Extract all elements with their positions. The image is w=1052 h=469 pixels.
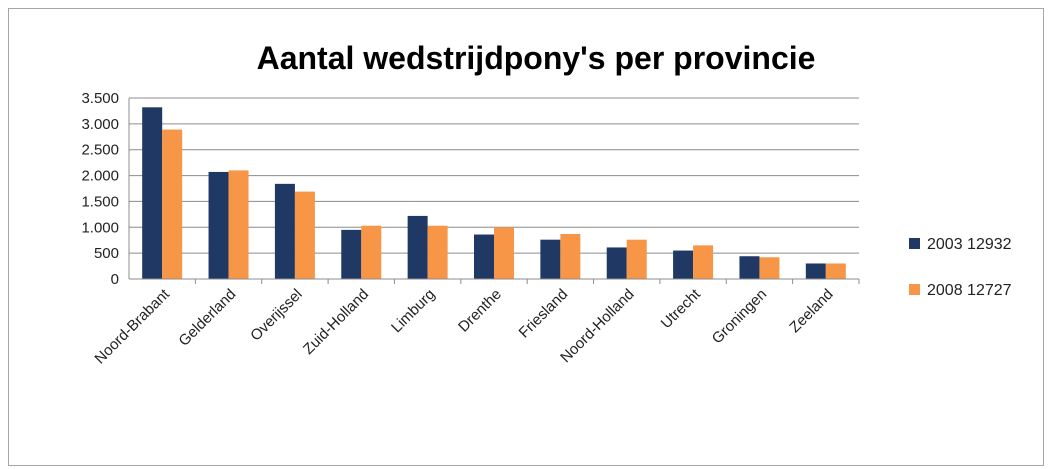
y-tick-label: 1.500 (81, 193, 119, 210)
x-category-label: Zeeland (786, 286, 836, 336)
bar-series2-noord-holland (626, 239, 647, 279)
gridlines (129, 97, 859, 254)
y-tick-label: 1.000 (81, 219, 119, 236)
x-category-label: Zuid-Holland (300, 286, 372, 358)
legend-swatch (909, 284, 920, 295)
bar-series2-drenthe (494, 227, 514, 279)
bar-series2-friesland (560, 234, 581, 279)
bar-series2-gelderland (228, 170, 249, 279)
x-axis: Noord-Brabant Gelderland OverijsselZuid-Ho… (91, 278, 860, 367)
bar-series2-overijssel (294, 191, 315, 279)
bar-series1-zuid-holland (341, 229, 362, 279)
bar-series1-utrecht (673, 250, 694, 279)
bar-series1-groningen (739, 256, 760, 279)
y-tick-label: 500 (94, 245, 119, 262)
chart-title: Aantal wedstrijdpony's per provincie (257, 40, 816, 76)
bar-series1-friesland (540, 239, 561, 279)
bar-series2-zeeland (825, 263, 846, 279)
legend-swatch (909, 238, 920, 249)
bar-series1-noord-brabant (142, 107, 163, 280)
x-category-label: Noord-Brabant (91, 285, 173, 367)
x-category-label: Drenthe (455, 286, 505, 336)
legend: 2003 12932 2008 12727 (909, 236, 1012, 299)
bar-series1-limburg (407, 215, 428, 279)
x-category-label: Overijssel (247, 286, 306, 345)
y-axis: 0 500 1.000 1.500 2.000 2.500 3.000 3.500 (81, 90, 130, 288)
bar-series1-zeeland (805, 263, 826, 279)
y-tick-label: 3.000 (81, 116, 119, 133)
legend-label: 2008 12727 (927, 282, 1012, 299)
y-tick-label: 2.000 (81, 168, 119, 185)
bar-series2-zuid-holland (361, 225, 382, 279)
chart-frame: Aantal wedstrijdpony's per provincie 0 50… (8, 8, 1044, 466)
chart-svg: Aantal wedstrijdpony's per provincie 0 50… (81, 40, 1012, 367)
x-category-label: Friesland (516, 286, 572, 342)
x-category-label: Gelderland (175, 286, 239, 350)
x-category-label: Groningen (709, 286, 771, 348)
y-tick-label: 0 (111, 271, 119, 288)
legend-label: 2003 12932 (927, 236, 1012, 253)
bar-series2-utrecht (693, 245, 714, 279)
bar-series2-noord-brabant (162, 129, 183, 279)
x-category-label: Limburg (388, 286, 438, 336)
x-category-label: Utrecht (658, 285, 705, 332)
bar-series1-gelderland (208, 171, 229, 279)
bar-series2-limburg (427, 225, 448, 279)
bar-series2-groningen (759, 257, 780, 279)
bars (142, 107, 846, 280)
bar-series1-noord-holland (606, 247, 627, 279)
y-tick-label: 2.500 (81, 142, 119, 159)
bar-series1-overijssel (274, 183, 295, 279)
bar-series1-drenthe (474, 234, 494, 279)
y-tick-label: 3.500 (81, 90, 119, 107)
